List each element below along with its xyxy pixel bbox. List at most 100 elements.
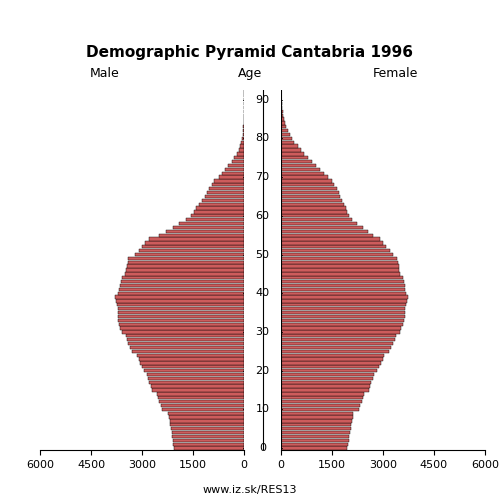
Bar — [281, 315, 405, 318]
Bar — [281, 245, 386, 248]
Bar — [281, 242, 383, 244]
Text: 10: 10 — [256, 404, 270, 414]
Bar — [281, 435, 349, 438]
Bar — [281, 362, 381, 364]
Bar — [281, 118, 284, 120]
Bar — [281, 330, 400, 334]
Bar — [281, 404, 360, 407]
Bar — [281, 187, 336, 190]
Bar — [281, 260, 398, 264]
Text: Demographic Pyramid Cantabria 1996: Demographic Pyramid Cantabria 1996 — [86, 45, 413, 60]
Bar — [281, 168, 320, 171]
Bar — [281, 180, 332, 182]
Bar — [281, 202, 344, 206]
Bar — [170, 423, 244, 426]
Text: Male: Male — [90, 67, 120, 80]
Bar — [281, 160, 312, 164]
Bar — [281, 253, 393, 256]
Bar — [162, 408, 244, 411]
Bar — [281, 140, 294, 144]
Bar — [118, 307, 244, 310]
Bar — [116, 303, 244, 306]
Bar — [166, 230, 244, 233]
Bar — [281, 326, 402, 330]
Bar — [202, 198, 244, 202]
Bar — [281, 388, 368, 392]
Bar — [281, 354, 384, 357]
Bar — [281, 276, 404, 280]
Bar — [281, 129, 288, 132]
Bar — [132, 350, 244, 353]
Bar — [281, 376, 372, 380]
Bar — [281, 288, 406, 291]
Bar — [218, 176, 244, 178]
Bar — [281, 195, 340, 198]
Bar — [222, 172, 244, 175]
Bar — [281, 152, 304, 156]
Bar — [281, 206, 345, 210]
Bar — [174, 446, 244, 450]
Bar — [242, 136, 244, 140]
Bar — [281, 230, 368, 233]
Text: 80: 80 — [256, 134, 270, 143]
Bar — [140, 362, 244, 364]
Text: 70: 70 — [256, 172, 270, 182]
Bar — [242, 133, 244, 136]
Bar — [161, 404, 244, 407]
Text: Age: Age — [238, 67, 262, 80]
Bar — [214, 180, 244, 182]
Bar — [240, 144, 244, 148]
Bar — [241, 140, 244, 144]
Bar — [118, 311, 244, 314]
Bar — [118, 318, 244, 322]
Text: 60: 60 — [256, 211, 270, 221]
Bar — [152, 388, 244, 392]
Bar — [122, 330, 244, 334]
Bar — [157, 392, 244, 396]
Text: 50: 50 — [256, 250, 270, 260]
Bar — [147, 373, 244, 376]
Bar — [281, 380, 372, 384]
Bar — [281, 318, 404, 322]
Bar — [149, 238, 244, 240]
Bar — [281, 350, 390, 353]
Bar — [158, 396, 244, 400]
Bar — [281, 392, 364, 396]
Bar — [281, 400, 361, 404]
Bar — [149, 380, 244, 384]
Bar — [281, 438, 348, 442]
Text: 40: 40 — [256, 288, 270, 298]
Bar — [172, 431, 244, 434]
Bar — [281, 420, 352, 422]
Bar — [281, 292, 406, 295]
Bar — [137, 354, 244, 357]
Bar — [281, 222, 357, 225]
Bar — [281, 238, 380, 240]
Bar — [172, 438, 244, 442]
Bar — [281, 172, 324, 175]
Bar — [120, 284, 244, 287]
Bar — [180, 222, 244, 225]
Bar — [169, 416, 244, 418]
Bar — [281, 214, 349, 218]
Text: 30: 30 — [256, 327, 270, 337]
Bar — [186, 218, 244, 222]
Bar — [281, 148, 301, 152]
Bar — [148, 376, 244, 380]
Bar — [281, 303, 406, 306]
Bar — [128, 260, 244, 264]
Bar — [207, 191, 244, 194]
Bar — [125, 272, 244, 276]
Bar — [281, 156, 308, 160]
Bar — [281, 106, 282, 109]
Bar — [138, 358, 244, 360]
Bar — [228, 164, 244, 167]
Bar — [127, 264, 244, 268]
Bar — [281, 125, 286, 128]
Bar — [281, 122, 285, 124]
Bar — [281, 431, 350, 434]
Bar — [192, 214, 244, 218]
Bar — [281, 311, 404, 314]
Bar — [118, 292, 244, 295]
Bar — [136, 253, 244, 256]
